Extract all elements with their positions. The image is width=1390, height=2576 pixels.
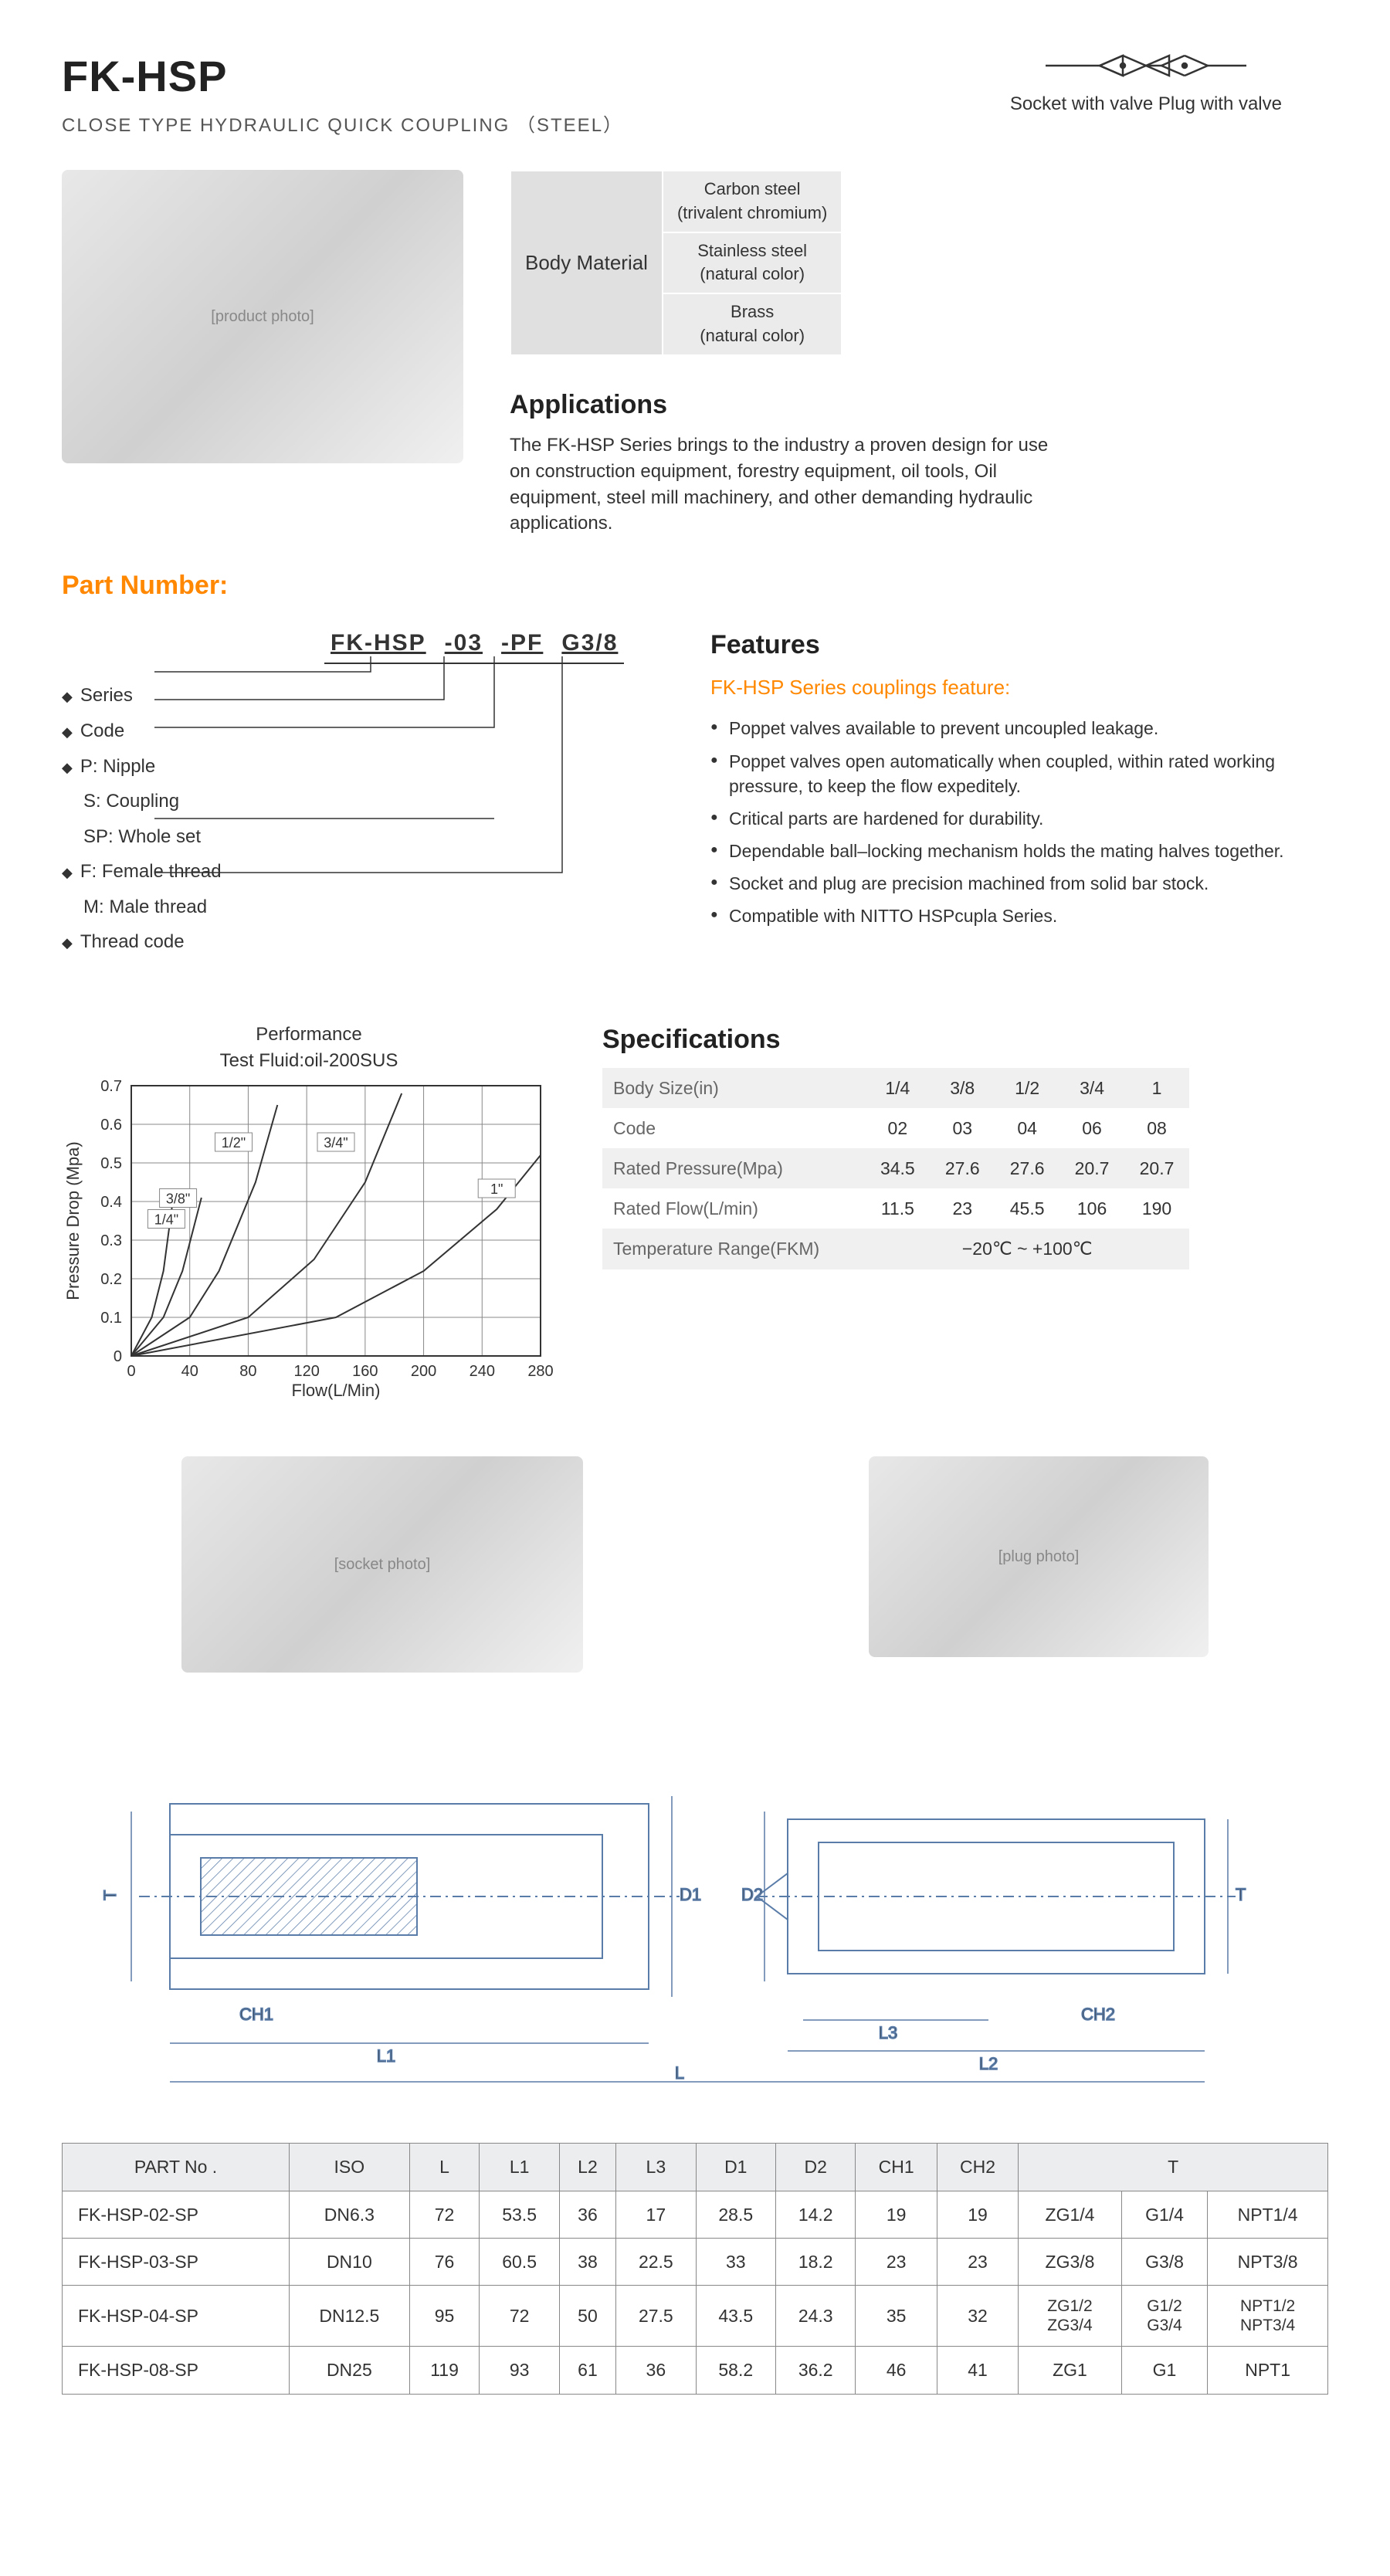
svg-text:L2: L2: [979, 2054, 998, 2073]
product-title: FK-HSP: [62, 46, 623, 107]
features-subheading: FK-HSP Series couplings feature:: [710, 673, 1328, 701]
valve-symbol-icon: [1038, 46, 1254, 85]
specs-table: Body Size(in)1/43/81/23/41Code0203040608…: [602, 1068, 1189, 1269]
feature-item: Compatible with NITTO HSPcupla Series.: [710, 900, 1328, 932]
feature-item: Poppet valves open automatically when co…: [710, 745, 1328, 802]
svg-text:80: 80: [239, 1363, 256, 1380]
part-number-diagram: FK-HSP -03 -PF G3/8 Series Code P: Nippl…: [62, 627, 664, 960]
svg-text:Pressure Drop (Mpa): Pressure Drop (Mpa): [63, 1142, 83, 1300]
features-list: Poppet valves available to prevent uncou…: [710, 712, 1328, 932]
svg-text:240: 240: [470, 1363, 495, 1380]
chart-subtitle: Test Fluid:oil-200SUS: [220, 1050, 398, 1071]
material-row: Carbon steel (trivalent chromium): [663, 171, 842, 232]
pn-legend-list: Series Code P: Nipple S: Coupling SP: Wh…: [62, 678, 664, 960]
plug-photo-placeholder: [plug photo]: [869, 1456, 1209, 1657]
material-label: Body Material: [510, 171, 663, 355]
dimensions-table: PART No .ISOLL1L2L3D1D2CH1CH2TFK-HSP-02-…: [62, 2143, 1328, 2394]
svg-text:0.5: 0.5: [100, 1155, 122, 1172]
pn-legend-item: Series: [62, 678, 664, 713]
pn-legend-item: SP: Whole set: [83, 819, 664, 855]
feature-item: Critical parts are hardened for durabili…: [710, 802, 1328, 835]
chart-title: Performance: [256, 1024, 361, 1045]
symbol-caption: Socket with valve Plug with valve: [1010, 93, 1282, 114]
title-block: FK-HSP CLOSE TYPE HYDRAULIC QUICK COUPLI…: [62, 46, 623, 139]
svg-text:T: T: [1236, 1885, 1246, 1904]
svg-text:L1: L1: [377, 2046, 395, 2066]
features-heading: Features: [710, 627, 1328, 664]
pn-seg: -03: [445, 627, 483, 659]
svg-text:0: 0: [127, 1363, 135, 1380]
svg-text:280: 280: [527, 1363, 553, 1380]
svg-text:0.7: 0.7: [100, 1078, 122, 1095]
product-subtitle: CLOSE TYPE HYDRAULIC QUICK COUPLING （STE…: [62, 113, 623, 139]
pn-legend-item: S: Coupling: [83, 784, 664, 819]
svg-text:T: T: [100, 1890, 120, 1900]
svg-text:D1: D1: [680, 1885, 701, 1904]
svg-text:1/4": 1/4": [154, 1212, 178, 1228]
svg-text:L3: L3: [879, 2023, 897, 2042]
pn-seg: FK-HSP: [331, 627, 426, 659]
svg-text:0: 0: [114, 1348, 122, 1365]
svg-text:0.2: 0.2: [100, 1271, 122, 1288]
socket-photo-placeholder: [socket photo]: [181, 1456, 583, 1673]
pn-seg: -PF: [501, 627, 543, 659]
feature-item: Socket and plug are precision machined f…: [710, 867, 1328, 900]
svg-text:0.3: 0.3: [100, 1232, 122, 1249]
svg-text:Flow(L/Min): Flow(L/Min): [292, 1381, 381, 1400]
svg-text:40: 40: [181, 1363, 198, 1380]
svg-text:D2: D2: [741, 1885, 763, 1904]
feature-item: Poppet valves available to prevent uncou…: [710, 712, 1328, 744]
svg-text:0.4: 0.4: [100, 1194, 122, 1211]
pn-legend-item: M: Male thread: [83, 890, 664, 925]
applications-heading: Applications: [510, 387, 1328, 424]
svg-text:1/2": 1/2": [222, 1135, 246, 1151]
pn-legend-item: F: Female thread: [62, 854, 664, 890]
valve-symbol-block: Socket with valve Plug with valve: [1010, 46, 1282, 117]
svg-text:L: L: [675, 2063, 684, 2083]
svg-text:CH2: CH2: [1081, 2005, 1115, 2024]
svg-text:0.6: 0.6: [100, 1117, 122, 1134]
performance-chart: Performance Test Fluid:oil-200SUS 0 40 80 1…: [62, 1022, 556, 1410]
svg-text:160: 160: [352, 1363, 378, 1380]
product-photo-placeholder: [product photo]: [62, 170, 463, 463]
drawing-svg: T D1 D2 T L1 CH1 L3 CH2 L2 L: [62, 1734, 1328, 2090]
svg-text:3/4": 3/4": [324, 1135, 348, 1151]
technical-drawing: T D1 D2 T L1 CH1 L3 CH2 L2 L: [62, 1734, 1328, 2097]
svg-text:200: 200: [411, 1363, 436, 1380]
svg-text:0.1: 0.1: [100, 1310, 122, 1327]
svg-text:120: 120: [293, 1363, 319, 1380]
part-number-heading: Part Number:: [62, 568, 1328, 605]
pn-legend-item: Code: [62, 713, 664, 749]
feature-item: Dependable ball–locking mechanism holds …: [710, 835, 1328, 867]
material-row: Stainless steel (natural color): [663, 232, 842, 294]
svg-text:3/8": 3/8": [166, 1191, 190, 1207]
pn-legend-item: P: Nipple: [62, 749, 664, 785]
applications-text: The FK-HSP Series brings to the industry…: [510, 432, 1066, 536]
specs-heading: Specifications: [602, 1022, 1328, 1059]
svg-text:1": 1": [490, 1181, 503, 1197]
material-row: Brass (natural color): [663, 293, 842, 355]
material-table: Body Material Carbon steel (trivalent ch…: [510, 170, 842, 356]
svg-text:CH1: CH1: [239, 2005, 273, 2024]
chart-svg: 0 40 80 120 160 200 240 280 0 0.1 0.2 0.3 0.4 0.5 0.6 0…: [62, 1078, 556, 1402]
pn-seg: G3/8: [561, 627, 618, 659]
pn-legend-item: Thread code: [62, 924, 664, 960]
part-number-example: FK-HSP -03 -PF G3/8: [324, 627, 624, 664]
